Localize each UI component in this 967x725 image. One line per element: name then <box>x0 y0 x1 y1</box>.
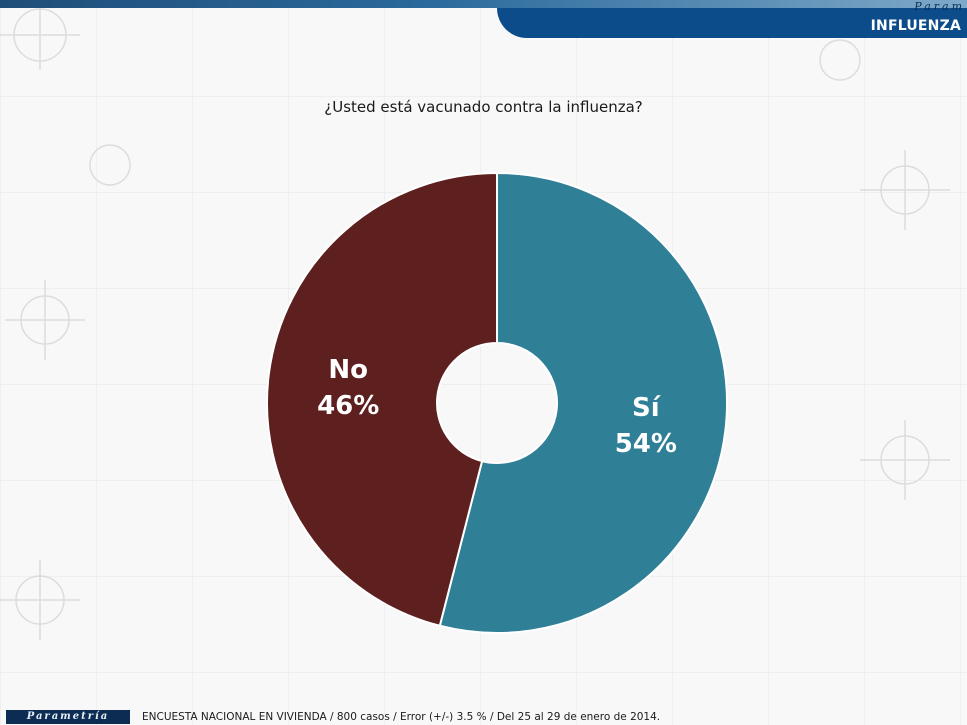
chart-title: ¿Usted está vacunado contra la influenza… <box>324 98 643 116</box>
section-title: INFLUENZA <box>870 18 961 34</box>
header-band <box>0 0 967 8</box>
slice-no <box>266 171 498 627</box>
brand-tag: Param <box>914 0 965 13</box>
slice-value-label: 54% <box>615 429 677 459</box>
slice-label: No <box>328 355 368 385</box>
footer-note: ENCUESTA NACIONAL EN VIVIENDA / 800 caso… <box>142 711 661 723</box>
slice-label: Sí <box>632 393 662 423</box>
footer-logo: Parametría <box>6 710 130 724</box>
slice-si <box>438 171 728 634</box>
slice-value-label: 46% <box>317 391 379 421</box>
header-tab <box>497 8 967 38</box>
